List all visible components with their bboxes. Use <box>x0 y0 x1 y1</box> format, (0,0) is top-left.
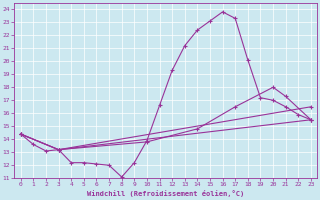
X-axis label: Windchill (Refroidissement éolien,°C): Windchill (Refroidissement éolien,°C) <box>87 190 244 197</box>
